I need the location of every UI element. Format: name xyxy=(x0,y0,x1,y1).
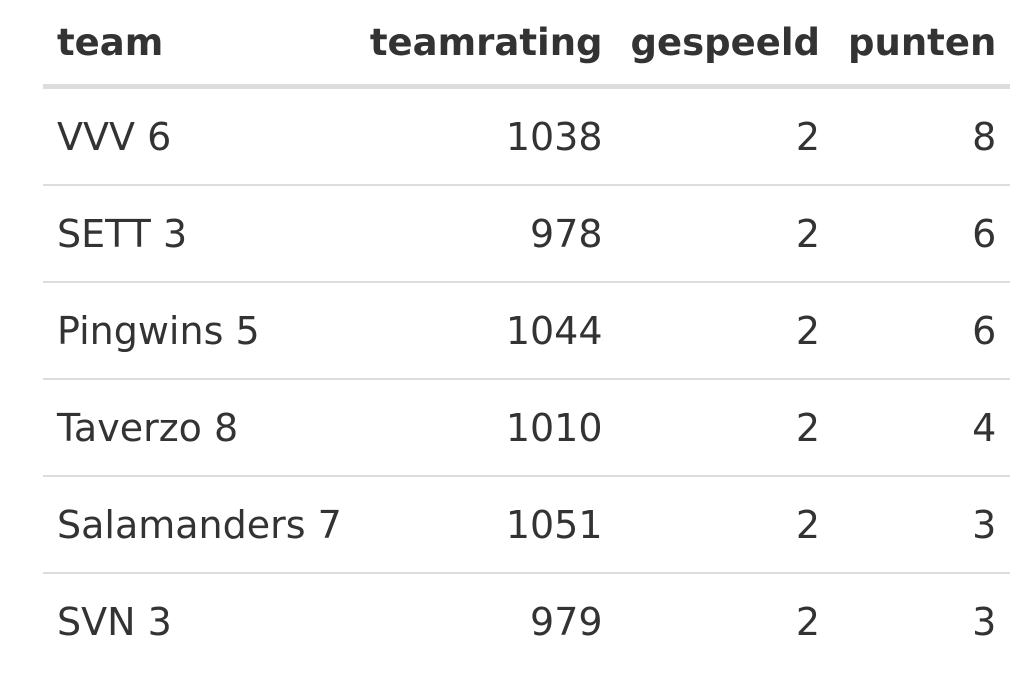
header-row: team teamrating gespeeld punten xyxy=(43,0,1011,89)
column-header: teamrating xyxy=(355,0,617,89)
table-cell: 1038 xyxy=(355,86,617,186)
table-cell: 3 xyxy=(972,599,997,644)
table-cell: 8 xyxy=(834,86,1011,186)
table-row: VVV 6 1038 2 8 xyxy=(43,86,1011,186)
table-cell: 979 xyxy=(530,599,603,644)
table-cell: SVN 3 xyxy=(57,599,172,644)
table-cell: 4 xyxy=(834,379,1011,477)
column-header: team xyxy=(43,0,356,89)
table-cell: 2 xyxy=(616,185,834,283)
table-row: SVN 3 979 2 3 xyxy=(43,573,1010,669)
table-cell: 978 xyxy=(355,185,617,283)
table-cell: VVV 6 xyxy=(43,86,356,186)
table-cell: 6 xyxy=(834,185,1011,283)
table-cell: 1051 xyxy=(355,476,617,574)
standings-table: team teamrating gespeeld punten VVV 6 1038 2 8… xyxy=(43,0,1011,670)
table-cell: 2 xyxy=(795,599,820,644)
table-cell: 1010 xyxy=(355,379,617,477)
table-cell: 6 xyxy=(834,282,1011,380)
column-header: gespeeld xyxy=(616,0,834,89)
table-cell: 1044 xyxy=(355,282,617,380)
table-cell: Salamanders 7 xyxy=(43,476,356,574)
table-cell: 2 xyxy=(616,379,834,477)
table-body: VVV 6 1038 2 8 SETT 3 978 2 6 Pingwins 5 1044 2 6 Ta… xyxy=(43,86,1011,670)
table-cell: Taverzo 8 xyxy=(43,379,356,477)
table-cell: SETT 3 xyxy=(43,185,356,283)
column-header: punten xyxy=(834,0,1011,89)
table-cell: Pingwins 5 xyxy=(43,282,356,380)
table-cell: 3 xyxy=(834,476,1011,574)
table-cell: 2 xyxy=(616,86,834,186)
table-row: SETT 3 978 2 6 xyxy=(43,185,1011,283)
table-cell: 2 xyxy=(616,476,834,574)
table-row: Taverzo 8 1010 2 4 xyxy=(43,379,1011,477)
table-row: Pingwins 5 1044 2 6 xyxy=(43,282,1011,380)
table-cell: 2 xyxy=(616,282,834,380)
table-row: Salamanders 7 1051 2 3 xyxy=(43,476,1011,574)
